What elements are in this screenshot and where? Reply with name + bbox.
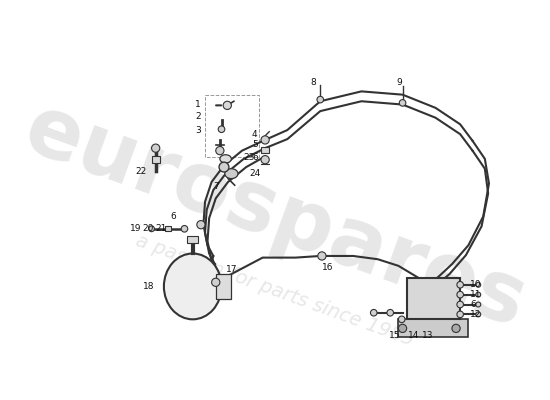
Text: a passion for parts since 1985: a passion for parts since 1985 xyxy=(134,231,416,350)
Circle shape xyxy=(148,226,155,232)
Circle shape xyxy=(317,96,323,103)
Bar xyxy=(398,319,469,338)
Text: 21: 21 xyxy=(156,224,167,233)
Circle shape xyxy=(212,278,220,286)
Circle shape xyxy=(261,156,270,164)
Text: 22: 22 xyxy=(135,167,146,176)
Text: 19: 19 xyxy=(130,224,142,233)
Text: 5: 5 xyxy=(252,140,258,149)
Bar xyxy=(216,274,230,299)
Circle shape xyxy=(457,311,464,318)
FancyBboxPatch shape xyxy=(164,226,171,231)
Circle shape xyxy=(457,291,464,298)
Circle shape xyxy=(476,312,481,317)
Text: 6: 6 xyxy=(170,212,176,221)
Circle shape xyxy=(398,316,405,323)
Circle shape xyxy=(457,282,464,288)
Circle shape xyxy=(399,100,406,106)
Circle shape xyxy=(152,144,160,152)
Text: 6: 6 xyxy=(470,300,476,309)
Circle shape xyxy=(476,302,481,307)
Circle shape xyxy=(452,324,460,332)
Text: 10: 10 xyxy=(470,280,482,289)
Circle shape xyxy=(476,282,481,287)
FancyBboxPatch shape xyxy=(152,156,160,163)
Ellipse shape xyxy=(220,155,232,163)
Circle shape xyxy=(371,310,377,316)
Circle shape xyxy=(387,310,393,316)
Ellipse shape xyxy=(164,254,222,319)
Text: 7: 7 xyxy=(213,182,219,190)
Text: 18: 18 xyxy=(144,282,155,291)
FancyBboxPatch shape xyxy=(188,236,198,243)
Circle shape xyxy=(219,162,229,172)
Text: 16: 16 xyxy=(322,263,333,272)
Text: 12: 12 xyxy=(470,310,481,319)
Text: 6: 6 xyxy=(252,153,258,162)
Text: 4: 4 xyxy=(252,130,257,139)
Circle shape xyxy=(318,252,326,260)
FancyBboxPatch shape xyxy=(261,147,269,153)
Circle shape xyxy=(216,146,224,155)
Text: 2: 2 xyxy=(195,112,201,120)
Text: 14: 14 xyxy=(408,331,420,340)
Ellipse shape xyxy=(225,169,238,179)
Circle shape xyxy=(181,226,188,232)
Text: 15: 15 xyxy=(388,331,400,340)
Circle shape xyxy=(218,126,225,132)
Text: 3: 3 xyxy=(195,126,201,134)
Text: eurospares: eurospares xyxy=(13,88,537,345)
Text: 24: 24 xyxy=(250,169,261,178)
Bar xyxy=(205,96,258,157)
Circle shape xyxy=(457,301,464,308)
Text: 9: 9 xyxy=(396,78,402,87)
Text: 20: 20 xyxy=(142,224,154,233)
Text: 8: 8 xyxy=(310,78,316,87)
Circle shape xyxy=(197,220,205,229)
Text: 1: 1 xyxy=(195,100,201,109)
Bar xyxy=(406,278,460,319)
Text: 11: 11 xyxy=(470,290,482,299)
Circle shape xyxy=(223,101,232,110)
Text: 13: 13 xyxy=(422,331,434,340)
Text: 23: 23 xyxy=(244,153,255,162)
Circle shape xyxy=(398,324,406,332)
Text: 17: 17 xyxy=(226,266,237,274)
Circle shape xyxy=(261,136,270,144)
Circle shape xyxy=(476,292,481,297)
